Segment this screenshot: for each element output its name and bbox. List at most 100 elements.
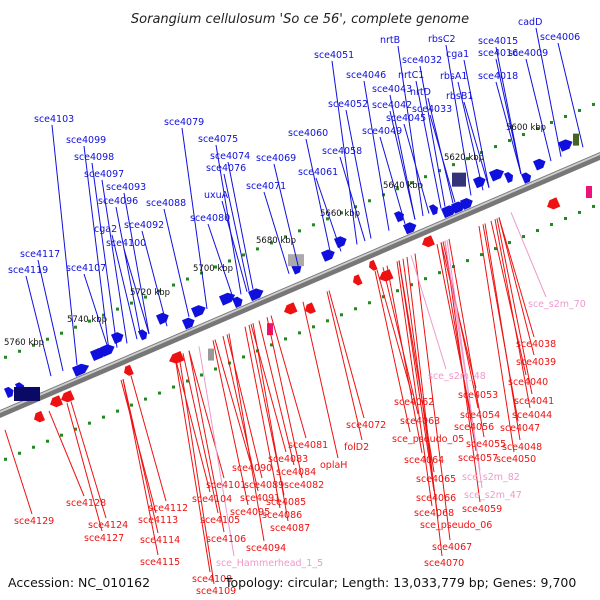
reverse-gene-leader-line: [214, 339, 251, 462]
reverse-gene-label: sce4044: [512, 410, 552, 421]
reverse-gene-label: sce4038: [516, 339, 556, 350]
tick-dot: [480, 151, 483, 155]
tick-dot: [592, 204, 595, 208]
tick-dot: [46, 337, 49, 341]
tick-dot: [102, 313, 105, 317]
tick-dot: [508, 139, 511, 143]
reverse-gene-label: sce4083: [268, 454, 308, 465]
reverse-gene-label: folD2: [344, 442, 369, 453]
tick-dot: [186, 277, 189, 281]
forward-gene-leader-line: [111, 234, 138, 340]
tick-dot: [158, 289, 161, 293]
reverse-gene-label: sce4072: [346, 420, 386, 431]
rna-label: sce_Hammerhead_1_5: [216, 558, 323, 569]
reverse-gene-arrow: [50, 395, 63, 408]
tick-dot: [536, 229, 539, 233]
tick-dot: [130, 301, 133, 305]
tick-label: 5640 kbp: [383, 181, 423, 191]
reverse-gene-label: sce4067: [432, 542, 472, 553]
forward-gene-label: sce4009: [508, 48, 548, 59]
accession-text: Accession: NC_010162: [8, 575, 150, 590]
tick-dot: [116, 409, 119, 413]
forward-gene-leader-line: [25, 275, 52, 377]
forward-gene-label: sce4103: [34, 114, 74, 125]
reverse-gene-label: sce4082: [284, 480, 324, 491]
forward-gene-label: sce4049: [362, 126, 402, 137]
reverse-gene-leader-line: [182, 353, 219, 514]
forward-gene-arrow: [4, 386, 14, 398]
reverse-gene-leader-line: [494, 219, 531, 409]
reverse-gene-label: sce4057: [458, 453, 498, 464]
forward-gene-arrow: [451, 201, 466, 214]
reverse-gene-arrow: [353, 274, 363, 286]
tick-label: 5740 kbp: [67, 315, 107, 325]
forward-gene-arrow: [473, 176, 486, 189]
tick-dot: [452, 163, 455, 167]
reverse-gene-leader-line: [498, 217, 535, 338]
forward-gene-label: sce4096: [98, 196, 138, 207]
reverse-gene-label: sce4105: [200, 515, 240, 526]
forward-gene-label: uxuA: [204, 190, 229, 201]
tick-dot: [368, 199, 371, 203]
reverse-gene-arrow: [547, 197, 561, 210]
tick-dot: [340, 211, 343, 215]
forward-gene-label: sce4016: [478, 48, 518, 59]
reverse-gene-arrow: [61, 390, 75, 403]
reverse-gene-leader-line: [174, 356, 211, 493]
forward-gene-leader-line: [215, 144, 242, 295]
tick-dot: [200, 271, 203, 275]
reverse-gene-label: sce4086: [262, 510, 302, 521]
tick-dot: [88, 421, 91, 425]
forward-gene-arrow: [394, 211, 404, 223]
forward-gene-leader-line: [163, 208, 190, 317]
tick-dot: [60, 331, 63, 335]
forward-gene-label: sce4097: [84, 169, 124, 180]
tick-label: 5680 kbp: [256, 236, 296, 246]
forward-gene-leader-line: [223, 173, 250, 292]
forward-gene-label: rbsC2: [428, 34, 456, 45]
reverse-gene-leader-line: [174, 356, 211, 573]
tick-dot: [172, 385, 175, 389]
reverse-gene-arrow: [169, 351, 185, 364]
forward-gene-leader-line: [535, 27, 562, 157]
forward-gene-arrow: [72, 363, 90, 377]
reverse-gene-label: sce4112: [148, 503, 188, 514]
tick-dot: [410, 181, 413, 185]
reverse-gene-leader-line: [212, 340, 249, 506]
tick-label: 5760 kbp: [4, 338, 44, 348]
reverse-gene-label: sce4090: [232, 463, 272, 474]
reverse-gene-label: sce4054: [460, 410, 500, 421]
reverse-gene-label: sce4127: [84, 533, 124, 544]
tick-dot: [242, 355, 245, 359]
forward-gene-leader-line: [429, 114, 456, 203]
feature-block: [452, 172, 466, 187]
forward-gene-label: sce4058: [322, 146, 362, 157]
forward-gene-leader-line: [83, 145, 110, 352]
tick-label: 5700 kbp: [193, 264, 233, 274]
forward-gene-leader-line: [557, 42, 584, 148]
tick-dot: [438, 271, 441, 275]
reverse-gene-leader-line: [386, 265, 423, 454]
forward-gene-arrow: [460, 198, 473, 210]
reverse-gene-label: sce4070: [424, 558, 464, 569]
tick-dot: [354, 205, 357, 209]
tick-dot: [60, 433, 63, 437]
tick-dot: [396, 187, 399, 191]
forward-gene-label: sce4046: [346, 70, 386, 81]
forward-gene-leader-line: [207, 223, 234, 298]
tick-dot: [4, 355, 7, 359]
reverse-gene-arrow: [369, 259, 378, 271]
forward-gene-label: sce4093: [106, 182, 146, 193]
forward-gene-leader-line: [457, 81, 484, 191]
forward-gene-label: sce4043: [372, 84, 412, 95]
tick-dots: [4, 102, 595, 461]
forward-gene-leader-line: [221, 200, 248, 292]
forward-gene-label: sce4107: [66, 263, 106, 274]
reverse-gene-label: sce4128: [66, 498, 106, 509]
tick-dot: [382, 295, 385, 299]
tick-dot: [130, 403, 133, 407]
rna-label: sce_s2m_70: [528, 299, 586, 310]
tick-dot: [102, 415, 105, 419]
forward-gene-leader-line: [445, 44, 472, 196]
reverse-gene-label: sce4101: [206, 480, 246, 491]
